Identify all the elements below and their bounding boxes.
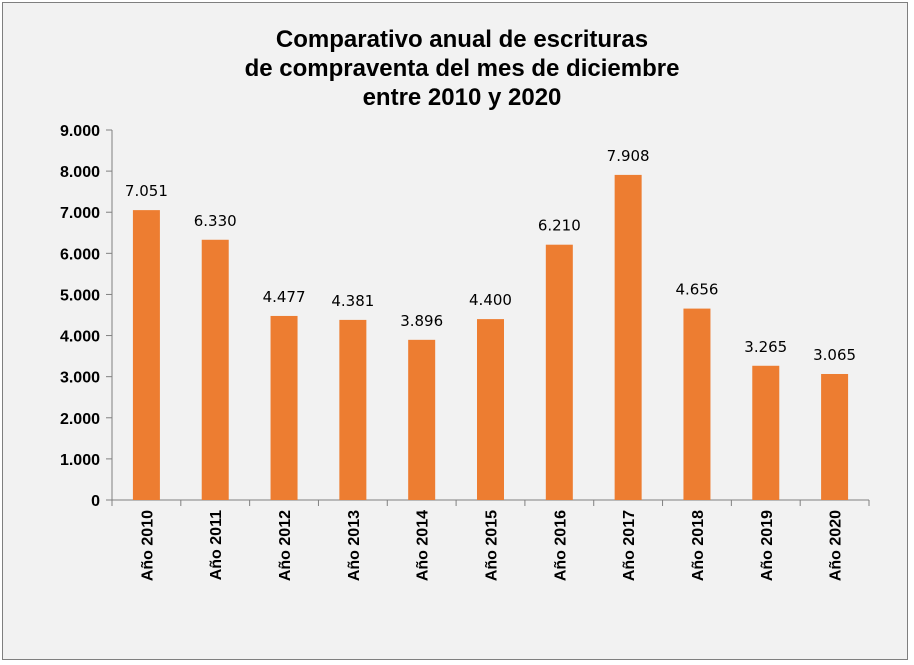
bar xyxy=(132,210,160,500)
y-tick-label: 8.000 xyxy=(60,164,100,181)
data-label: 4.477 xyxy=(263,288,306,306)
y-tick-label: 0 xyxy=(91,493,100,510)
x-tick-label: Año 2011 xyxy=(208,510,225,580)
bar xyxy=(545,244,573,500)
y-tick-label: 4.000 xyxy=(60,329,100,346)
bar xyxy=(201,239,229,500)
bar xyxy=(683,308,711,500)
bar xyxy=(752,365,780,500)
bar xyxy=(477,319,504,500)
y-tick-label: 3.000 xyxy=(60,370,100,387)
data-label: 3.065 xyxy=(813,346,856,364)
data-label: 6.330 xyxy=(194,212,237,230)
y-tick-label: 5.000 xyxy=(60,287,100,304)
bar xyxy=(408,339,436,500)
x-tick-label: Año 2014 xyxy=(415,510,432,581)
x-tick-label: Año 2017 xyxy=(621,510,638,581)
y-tick-label: 2.000 xyxy=(60,411,100,428)
data-label: 3.896 xyxy=(400,312,443,330)
data-label: 3.265 xyxy=(744,338,787,356)
data-label: 7.908 xyxy=(607,147,650,165)
data-label: 4.400 xyxy=(469,291,512,309)
chart-title-line-1: Comparativo anual de escrituras xyxy=(276,26,648,53)
x-axis: Año 2010 Año 2011 Año 2012 Año 2013 Año 2014… xyxy=(111,499,870,581)
chart-title: Comparativo anual de escrituras de compr… xyxy=(245,26,680,111)
x-tick-label: Año 2015 xyxy=(484,510,501,581)
y-axis: 0 1.000 2.000 3.000 4.000 5.000 6.000 7.000 8.00… xyxy=(60,123,113,510)
x-tick-label: Año 2018 xyxy=(690,510,707,581)
y-tick-label: 1.000 xyxy=(60,452,100,469)
bar xyxy=(614,174,642,501)
x-tick-label: Año 2016 xyxy=(552,510,569,581)
bar xyxy=(821,373,849,500)
chart-title-line-3: entre 2010 y 2020 xyxy=(363,84,562,111)
data-label: 6.210 xyxy=(538,217,581,235)
x-tick-label: Año 2019 xyxy=(759,510,776,581)
bars xyxy=(132,174,849,501)
y-tick-label: 6.000 xyxy=(60,246,100,263)
bar xyxy=(270,315,298,500)
x-tick-label: Año 2012 xyxy=(277,510,294,581)
chart-title-line-2: de compraventa del mes de diciembre xyxy=(245,55,680,82)
data-label: 7.051 xyxy=(125,182,168,200)
y-tick-label: 9.000 xyxy=(60,123,100,140)
x-tick-label: Año 2020 xyxy=(828,510,845,581)
bar xyxy=(339,319,367,500)
data-label: 4.656 xyxy=(675,281,718,299)
bar-chart: Comparativo anual de escrituras de compr… xyxy=(60,26,870,581)
y-tick-label: 7.000 xyxy=(60,205,100,222)
data-label: 4.381 xyxy=(331,292,374,310)
x-tick-label: Año 2010 xyxy=(139,510,156,581)
data-labels: 7.051 6.330 4.477 4.381 3.896 4.400 6.210 7.908… xyxy=(125,147,856,364)
x-tick-label: Año 2013 xyxy=(346,510,363,581)
